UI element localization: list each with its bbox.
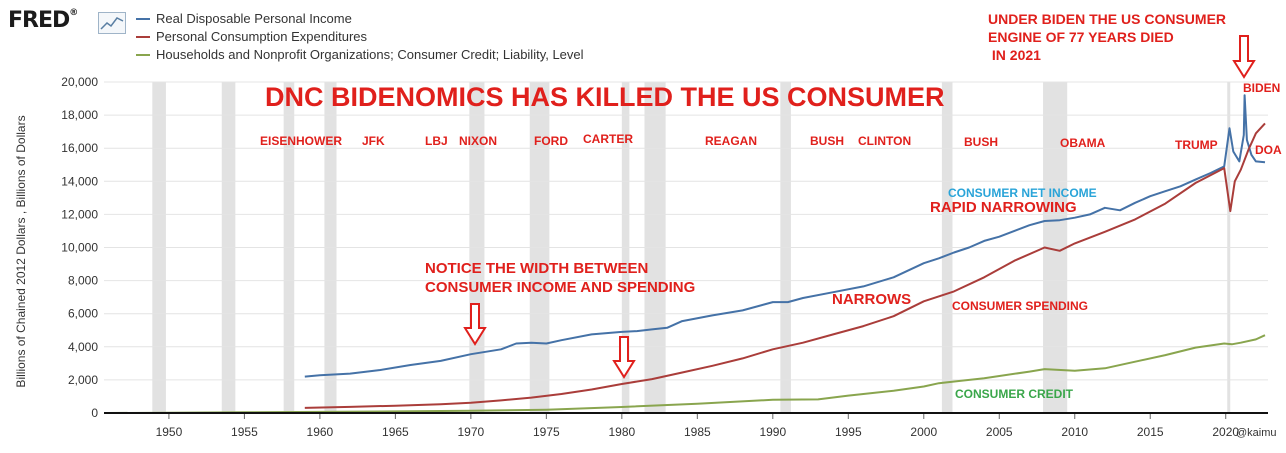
biden-note: UNDER BIDEN THE US CONSUMER ENGINE OF 77… — [988, 11, 1227, 63]
president-bush-sr: BUSH — [810, 134, 845, 148]
y-tick-label: 18,000 — [61, 108, 98, 122]
y-axis-label: Billions of Chained 2012 Dollars , Billi… — [14, 115, 28, 387]
y-tick-label: 0 — [91, 406, 98, 420]
watermark: @kaimu — [1236, 427, 1277, 439]
x-tick-label: 1975 — [533, 425, 560, 439]
president-trump: TRUMP — [1175, 138, 1218, 152]
y-tick-label: 10,000 — [61, 241, 98, 255]
president-clinton: CLINTON — [858, 134, 912, 148]
x-tick-label: 2015 — [1137, 425, 1164, 439]
series-line-1 — [304, 122, 1266, 409]
sparkline-icon — [98, 12, 126, 34]
y-tick-label: 8,000 — [68, 274, 98, 288]
grid-lines — [104, 81, 1268, 381]
narrows-label: NARROWS — [832, 291, 912, 308]
president-bush-jr: BUSH — [964, 135, 999, 149]
legend: Real Disposable Personal Income Personal… — [136, 10, 584, 64]
fred-logo[interactable]: FRED® — [8, 8, 78, 33]
y-tick-label: 12,000 — [61, 207, 98, 221]
y-tick-label: 6,000 — [68, 307, 98, 321]
headline: DNC BIDENOMICS HAS KILLED THE US CONSUME… — [265, 82, 945, 112]
series-lines — [108, 94, 1266, 414]
x-tick-label: 1960 — [307, 425, 334, 439]
president-jfk: JFK — [362, 134, 385, 148]
y-tick-label: 16,000 — [61, 141, 98, 155]
president-obama: OBAMA — [1060, 136, 1106, 150]
x-tick-label: 2000 — [910, 425, 937, 439]
president-reagan: REAGAN — [705, 134, 758, 148]
notice-label: NOTICE THE WIDTH BETWEEN CONSUMER INCOME… — [425, 260, 696, 296]
x-tick-label: 1985 — [684, 425, 711, 439]
x-tick-label: 1980 — [608, 425, 635, 439]
legend-item-income: Real Disposable Personal Income — [136, 10, 584, 28]
x-tick-label: 1970 — [458, 425, 485, 439]
credit-label: CONSUMER CREDIT — [955, 387, 1074, 401]
x-tick-label: 2020 — [1212, 425, 1239, 439]
axes: 0 2,000 4,000 6,000 8,000 10,000 12,000 14,000 1… — [14, 75, 1268, 439]
x-tick-label: 2005 — [986, 425, 1013, 439]
x-tick-label: 2010 — [1061, 425, 1088, 439]
y-tick-label: 20,000 — [61, 75, 98, 89]
president-biden: BIDEN — [1243, 81, 1281, 95]
legend-item-spending: Personal Consumption Expenditures — [136, 28, 584, 46]
net-income-label: CONSUMER NET INCOME — [948, 186, 1097, 200]
x-tick-label: 1990 — [759, 425, 786, 439]
x-tick-label: 1955 — [231, 425, 258, 439]
x-tick-label: 1950 — [156, 425, 183, 439]
series-line-2 — [108, 334, 1266, 414]
president-nixon: NIXON — [459, 134, 498, 148]
legend-item-credit: Households and Nonprofit Organizations; … — [136, 46, 584, 64]
president-lbj: LBJ — [425, 134, 448, 148]
y-tick-label: 14,000 — [61, 174, 98, 188]
x-tick-label: 1995 — [835, 425, 862, 439]
x-tick-label: 1965 — [382, 425, 409, 439]
y-tick-label: 2,000 — [68, 373, 98, 387]
president-ford: FORD — [534, 134, 568, 148]
president-doa: DOA — [1255, 143, 1282, 157]
president-eisenhower: EISENHOWER — [260, 134, 343, 148]
series-line-0 — [304, 94, 1266, 378]
rapid-narrowing-label: RAPID NARROWING — [930, 199, 1077, 216]
spending-label: CONSUMER SPENDING — [952, 299, 1089, 313]
president-carter: CARTER — [583, 132, 633, 146]
y-tick-label: 4,000 — [68, 340, 98, 354]
